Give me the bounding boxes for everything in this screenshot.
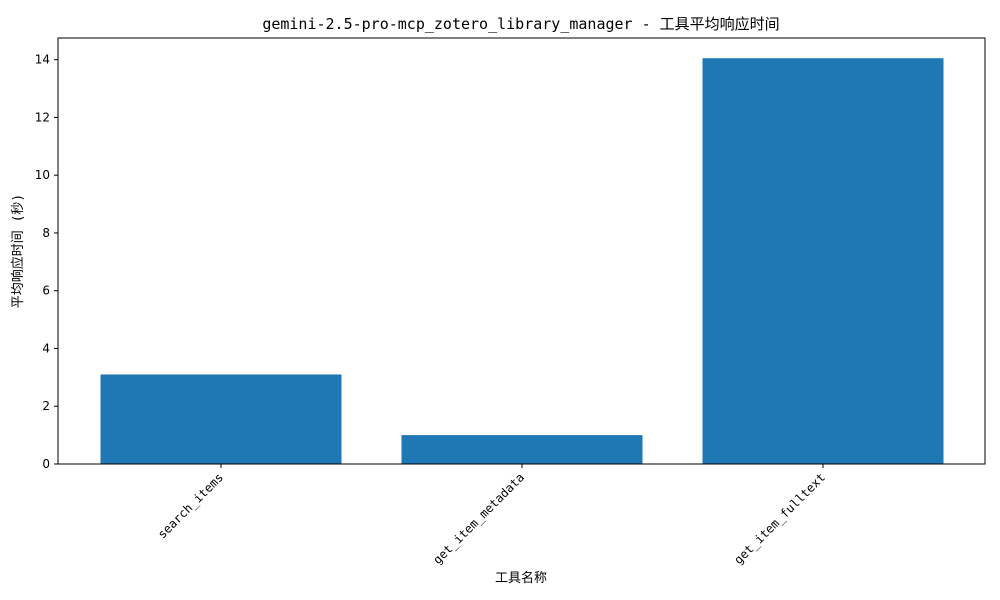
- bars: [100, 58, 944, 464]
- bar-get-item-fulltext: [702, 58, 944, 464]
- x-tick-label: get_item_fulltext: [731, 470, 828, 567]
- y-axis-label: 平均响应时间 (秒): [10, 194, 26, 308]
- plot-frame: [57, 37, 986, 465]
- y-tick-label: 8: [42, 226, 50, 240]
- x-tick-label: get_item_metadata: [430, 470, 527, 567]
- chart-title: gemini-2.5-pro-mcp_zotero_library_manage…: [262, 15, 779, 33]
- y-tick-label: 14: [35, 53, 50, 67]
- x-axis-ticks: search_items get_item_metadata get_item_fu…: [155, 464, 828, 567]
- y-tick-label: 4: [42, 341, 50, 355]
- x-tick-label: search_items: [155, 470, 226, 541]
- y-tick-label: 0: [42, 457, 50, 471]
- y-tick-label: 10: [35, 168, 50, 182]
- y-tick-label: 6: [42, 284, 50, 298]
- x-axis-label: 工具名称: [495, 570, 547, 586]
- bar-search-items: [100, 374, 342, 464]
- y-tick-label: 2: [42, 399, 50, 413]
- y-tick-label: 12: [35, 110, 50, 124]
- bar-get-item-metadata: [401, 435, 643, 464]
- y-axis-ticks: 0 2 4 6 8 10 12 14: [35, 53, 58, 471]
